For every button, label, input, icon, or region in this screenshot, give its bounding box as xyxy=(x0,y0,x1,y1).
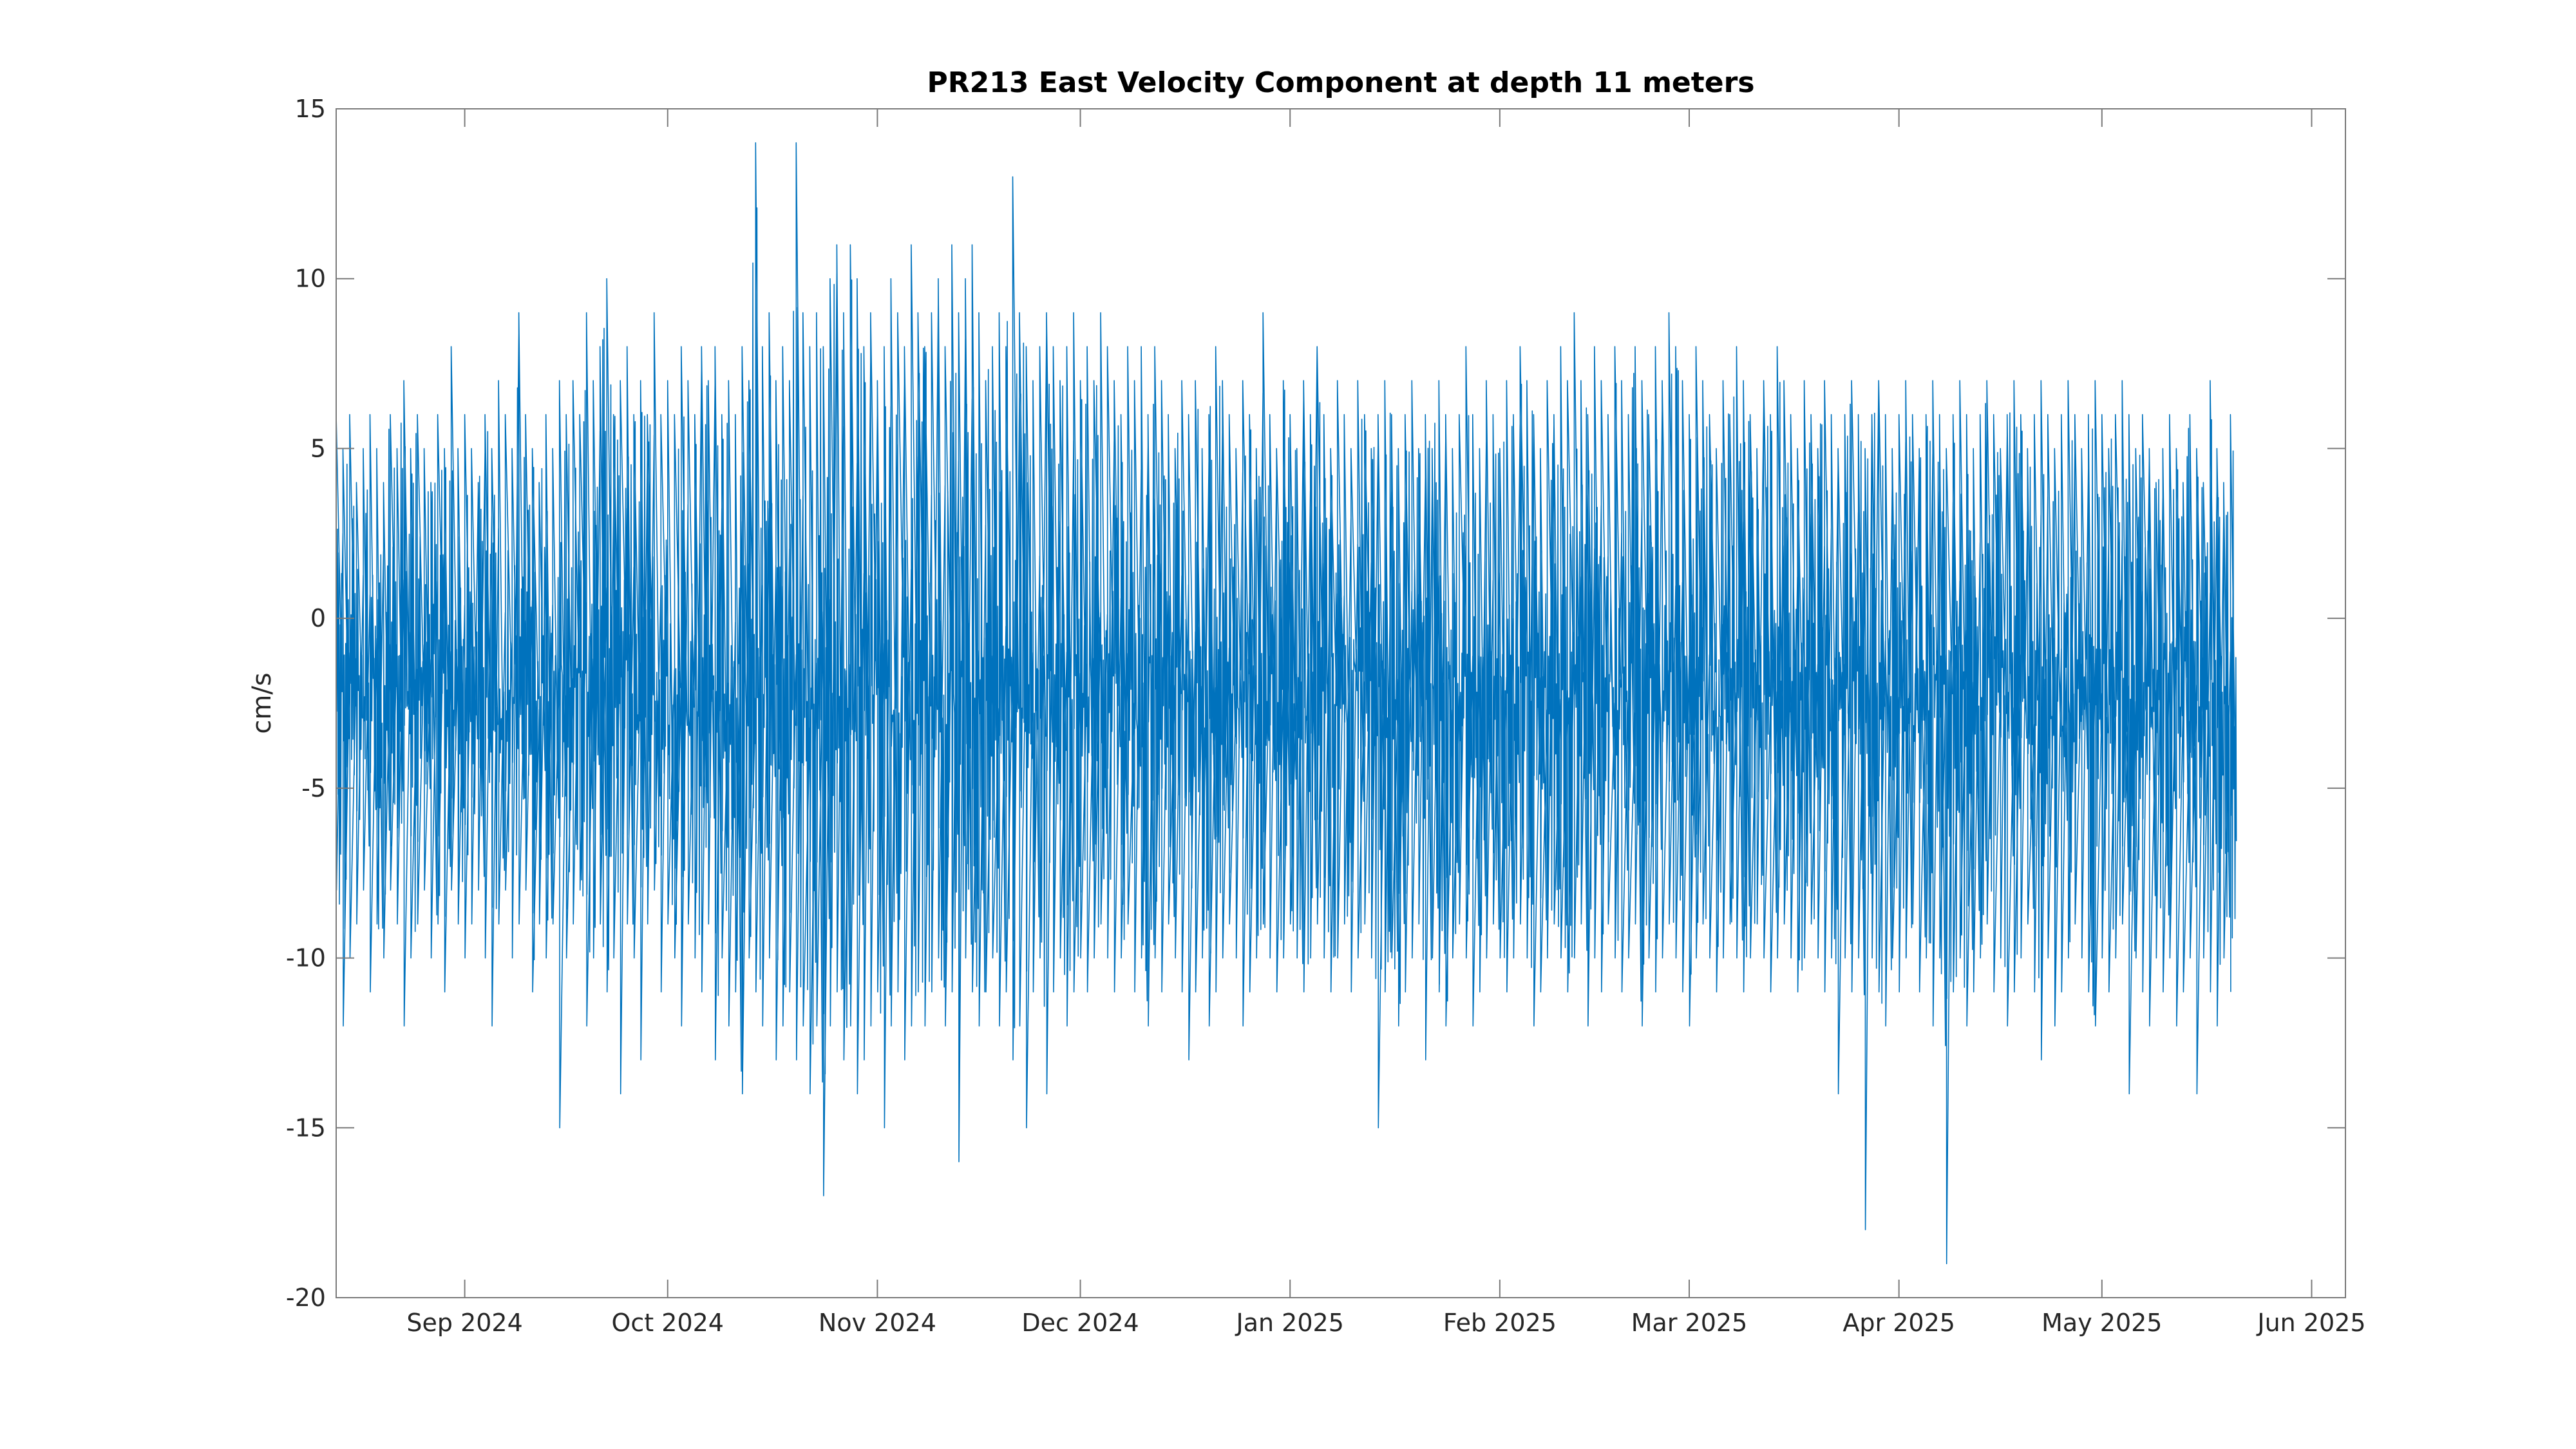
chart-title: PR213 East Velocity Component at depth 1… xyxy=(927,66,1754,99)
x-tick-label: Jun 2025 xyxy=(2256,1309,2365,1337)
x-tick-label: Oct 2024 xyxy=(611,1309,724,1337)
y-tick-label: -10 xyxy=(286,944,326,972)
y-tick-label: -15 xyxy=(286,1113,326,1142)
x-tick-label: Sep 2024 xyxy=(406,1309,522,1337)
y-tick-label: 10 xyxy=(295,265,326,293)
x-tick-label: Apr 2025 xyxy=(1842,1309,1955,1337)
y-tick-label: 5 xyxy=(310,434,326,462)
x-tick-label: Nov 2024 xyxy=(819,1309,936,1337)
x-tick-label: May 2025 xyxy=(2041,1309,2162,1337)
y-tick-label: -20 xyxy=(286,1283,326,1312)
x-tick-label: Feb 2025 xyxy=(1443,1309,1557,1337)
x-tick-label: Jan 2025 xyxy=(1235,1309,1344,1337)
x-tick-label: Mar 2025 xyxy=(1631,1309,1747,1337)
y-tick-label: -5 xyxy=(301,774,326,802)
series-layer xyxy=(336,142,2237,1265)
x-tick-label: Dec 2024 xyxy=(1021,1309,1139,1337)
series-line xyxy=(336,142,2237,1265)
y-tick-label: 15 xyxy=(295,95,326,123)
y-axis-label: cm/s xyxy=(247,672,277,734)
plot-border xyxy=(336,108,2346,1298)
ticks-layer: 15 10 5 0 -5 -10 -15 -20 Sep 2024 Oct 2024 Nov 202… xyxy=(286,95,2366,1337)
y-tick-label: 0 xyxy=(310,604,326,632)
